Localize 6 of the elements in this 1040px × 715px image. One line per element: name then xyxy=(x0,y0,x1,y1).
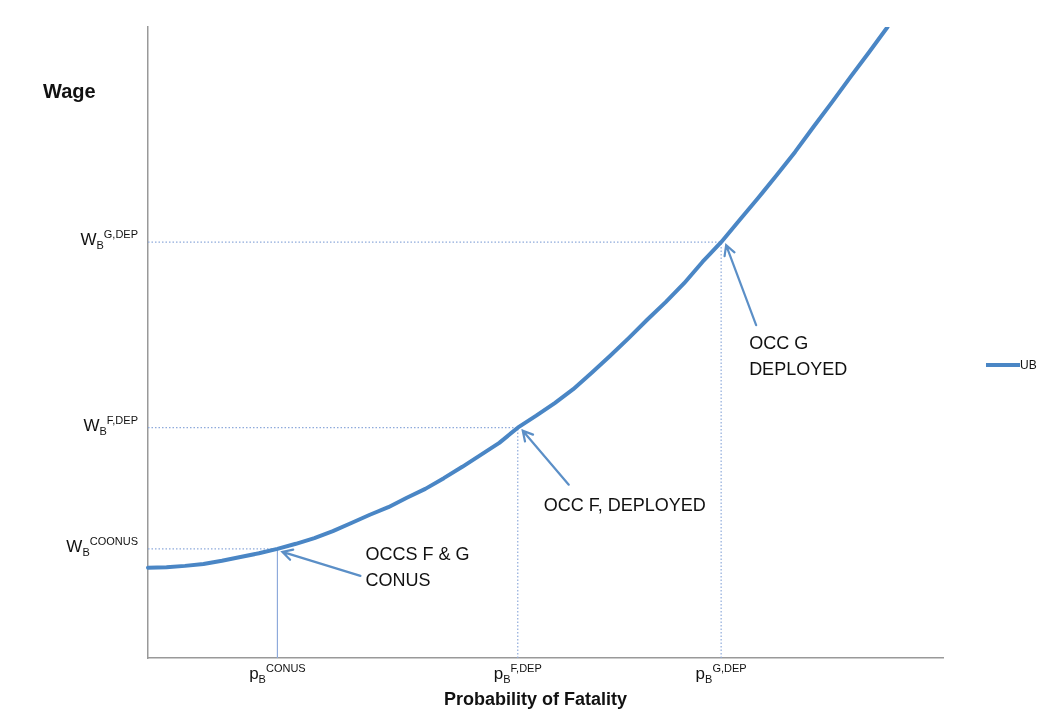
legend-label: UB xyxy=(1020,358,1037,372)
annotation: OCCS F & G CONUS xyxy=(365,542,470,592)
y-axis-title: Wage xyxy=(43,80,96,102)
annotation: OCC F, DEPLOYED xyxy=(543,493,706,517)
x-axis-title: Probability of Fatality xyxy=(443,689,628,710)
annotation: OCC G DEPLOYED xyxy=(749,332,848,382)
